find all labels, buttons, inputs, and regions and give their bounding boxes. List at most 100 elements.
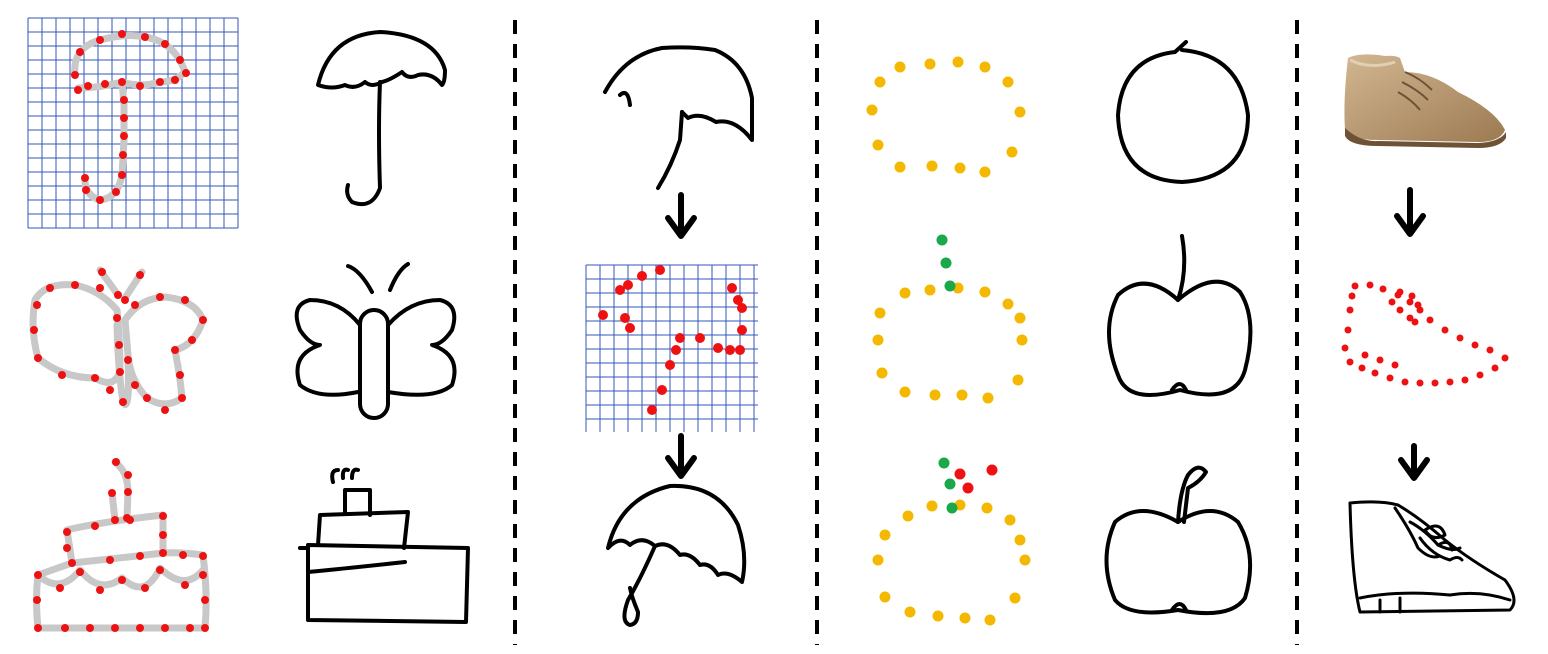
completion-points bbox=[866, 56, 1031, 626]
control-point bbox=[33, 596, 41, 604]
control-point bbox=[199, 571, 207, 579]
control-point bbox=[161, 406, 169, 414]
control-point bbox=[124, 488, 132, 496]
existing-point bbox=[979, 166, 991, 178]
boot-point bbox=[1396, 288, 1404, 296]
control-point bbox=[131, 301, 139, 309]
existing-point bbox=[872, 139, 884, 151]
control-point bbox=[63, 528, 71, 536]
control-point bbox=[136, 271, 144, 279]
existing-point bbox=[979, 286, 991, 298]
control-point bbox=[141, 584, 149, 592]
grid-pipeline bbox=[585, 264, 758, 432]
cake-control-points bbox=[33, 458, 209, 632]
control-point bbox=[657, 385, 667, 395]
existing-point bbox=[929, 389, 941, 401]
control-point bbox=[201, 596, 209, 604]
control-point bbox=[647, 405, 657, 415]
control-point bbox=[119, 151, 127, 159]
control-point bbox=[61, 624, 69, 632]
control-point bbox=[96, 284, 104, 292]
existing-point bbox=[979, 61, 991, 73]
control-point bbox=[115, 341, 123, 349]
existing-point bbox=[899, 386, 911, 398]
apple-stem-sketch bbox=[1107, 234, 1253, 397]
boot-point bbox=[1491, 364, 1499, 372]
boot-point bbox=[1486, 346, 1494, 354]
existing-point bbox=[902, 510, 914, 522]
control-point bbox=[143, 394, 151, 402]
down-arrow-icon bbox=[665, 192, 697, 239]
boot-point bbox=[1446, 378, 1454, 386]
grid-umbrella bbox=[27, 17, 239, 229]
control-point bbox=[199, 316, 207, 324]
control-point bbox=[156, 566, 164, 574]
control-point bbox=[76, 568, 84, 576]
boot-point bbox=[1366, 281, 1374, 289]
control-point bbox=[121, 296, 129, 304]
control-point bbox=[34, 624, 42, 632]
existing-point bbox=[866, 104, 878, 116]
boot-point bbox=[1411, 318, 1419, 326]
control-point bbox=[171, 76, 179, 84]
existing-point bbox=[1016, 334, 1028, 346]
down-arrow-icon bbox=[665, 433, 697, 479]
control-point bbox=[81, 174, 89, 182]
control-point bbox=[159, 531, 167, 539]
control-point bbox=[156, 293, 164, 301]
control-point bbox=[120, 132, 128, 140]
existing-point bbox=[924, 58, 936, 70]
butterfly-sketch bbox=[294, 262, 457, 420]
control-point bbox=[74, 86, 82, 94]
control-point bbox=[71, 281, 79, 289]
photo-boot bbox=[1344, 54, 1506, 148]
control-point bbox=[178, 394, 186, 402]
existing-point bbox=[872, 554, 884, 566]
boot-point bbox=[1416, 379, 1424, 387]
boot-point bbox=[1441, 326, 1449, 334]
new-point-green bbox=[936, 234, 948, 246]
boot-point bbox=[1376, 356, 1384, 364]
boot-point bbox=[1396, 306, 1404, 314]
control-point bbox=[120, 96, 128, 104]
control-point bbox=[86, 624, 94, 632]
control-point bbox=[106, 556, 114, 564]
control-point bbox=[76, 48, 84, 56]
control-point bbox=[171, 346, 179, 354]
boot-point bbox=[1341, 344, 1349, 352]
control-point bbox=[186, 624, 194, 632]
coarse-umbrella bbox=[603, 45, 754, 190]
control-point bbox=[114, 291, 122, 299]
control-point bbox=[665, 360, 675, 370]
pipeline-control-points bbox=[598, 265, 747, 415]
existing-point bbox=[1014, 534, 1026, 546]
boot-point bbox=[1361, 351, 1369, 359]
control-point bbox=[735, 345, 745, 355]
boot-point bbox=[1348, 292, 1356, 300]
existing-point bbox=[982, 392, 994, 404]
boot-control-points bbox=[1341, 281, 1509, 387]
existing-point bbox=[1009, 592, 1021, 604]
boot-point bbox=[1391, 361, 1399, 369]
existing-point bbox=[932, 610, 944, 622]
existing-point bbox=[879, 529, 891, 541]
control-point bbox=[58, 371, 66, 379]
existing-point bbox=[981, 502, 993, 514]
existing-point bbox=[876, 367, 888, 379]
existing-point bbox=[1012, 374, 1024, 386]
existing-point bbox=[899, 287, 911, 299]
control-point bbox=[96, 36, 104, 44]
control-point bbox=[96, 586, 104, 594]
existing-point bbox=[952, 56, 964, 68]
boot-sketch bbox=[1348, 500, 1516, 614]
boot-point bbox=[1461, 376, 1469, 384]
control-point bbox=[136, 552, 144, 560]
control-point bbox=[159, 512, 167, 520]
control-point bbox=[181, 581, 189, 589]
control-point bbox=[737, 325, 747, 335]
control-point bbox=[124, 356, 132, 364]
control-point bbox=[84, 82, 92, 90]
boot-point bbox=[1501, 354, 1509, 362]
control-point bbox=[713, 343, 723, 353]
down-arrow-icon bbox=[1394, 187, 1426, 237]
